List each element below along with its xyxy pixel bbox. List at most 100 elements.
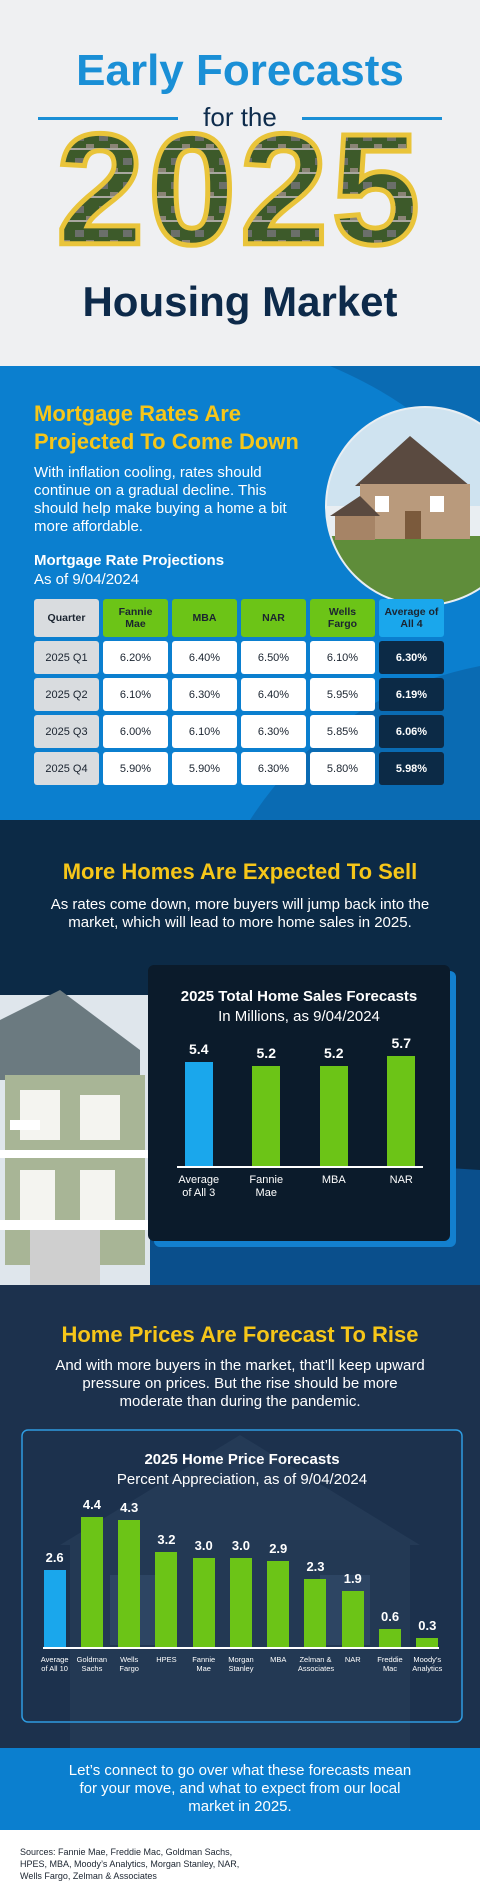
bar xyxy=(416,1638,439,1647)
table-cell: 6.10% xyxy=(172,715,237,748)
x-tick-label: NAR xyxy=(389,1174,413,1186)
bar xyxy=(319,1065,348,1166)
x-tick-label: Freddie Mac xyxy=(377,1655,403,1673)
row-header: 2025 Q2 xyxy=(34,678,99,711)
mortgage-section: Mortgage Rates Are Projected To Come Dow… xyxy=(0,366,480,820)
title-line: for the xyxy=(203,102,277,132)
bar-group: 5.2 xyxy=(233,1045,301,1166)
baseline xyxy=(42,1647,440,1649)
table-cell: 6.30% xyxy=(379,641,444,674)
rate-table: Quarter Fannie Mae MBA NAR Wells Fargo Averag… xyxy=(34,599,444,785)
category-labels: Average of All 10 Goldman Sachs Wells Farg… xyxy=(36,1649,446,1673)
bar-group: 3.2 xyxy=(148,1532,185,1647)
value-label: 3.0 xyxy=(194,1538,213,1554)
section-body: And with more buyers in the market, that… xyxy=(55,1357,425,1410)
bar-group: 0.6 xyxy=(371,1609,408,1647)
table-title: Mortgage Rate Projections xyxy=(34,552,225,569)
column-header: NAR xyxy=(241,599,306,637)
x-tick-label: Morgan Stanley xyxy=(228,1655,254,1673)
value-label: 4.4 xyxy=(82,1497,101,1512)
section-body: As rates come down, more buyers will jum… xyxy=(50,896,430,931)
section-body: With inflation cooling, rates should con… xyxy=(34,464,287,535)
bar-group: 4.4 xyxy=(73,1497,110,1647)
value-label: 5.7 xyxy=(391,1035,411,1051)
table-cell: 6.40% xyxy=(172,641,237,674)
table-cell: 6.30% xyxy=(241,715,306,748)
x-tick-label: HPES xyxy=(156,1655,177,1664)
value-label: 0.6 xyxy=(380,1609,400,1625)
bar-group: 2.9 xyxy=(260,1541,297,1647)
bar xyxy=(184,1061,213,1166)
section-title: Home Prices Are Forecast To Rise xyxy=(61,1322,419,1347)
chart-title: 2025 Total Home Sales Forecasts xyxy=(180,988,418,1005)
table-cell: 6.19% xyxy=(379,678,444,711)
year: 2025 xyxy=(56,130,424,270)
bar xyxy=(155,1552,178,1647)
bar-group: 5.2 xyxy=(300,1045,368,1166)
x-tick-label: Fannie Mae xyxy=(249,1174,284,1199)
bar-group: 3.0 xyxy=(185,1538,222,1647)
bar xyxy=(118,1519,141,1647)
rule xyxy=(302,117,442,120)
sources: Sources: Fannie Mae, Freddie Mac, Goldma… xyxy=(20,1847,240,1881)
prices-section: Home Prices Are Forecast To Rise And wit… xyxy=(0,1285,480,1748)
chart-title: 2025 Home Price Forecasts xyxy=(144,1451,340,1468)
bar-group: 4.3 xyxy=(111,1500,148,1647)
bar xyxy=(387,1056,416,1166)
x-tick-label: Moody’s Analytics xyxy=(412,1655,443,1673)
x-tick-label: NAR xyxy=(344,1655,361,1664)
table-cell: 6.10% xyxy=(310,641,375,674)
x-tick-label: Wells Fargo xyxy=(119,1655,139,1673)
table-cell: 6.20% xyxy=(103,641,168,674)
table-cell: 6.50% xyxy=(241,641,306,674)
table-cell: 6.06% xyxy=(379,715,444,748)
x-tick-label: Average of All 3 xyxy=(178,1174,220,1199)
table-cell: 5.90% xyxy=(172,752,237,785)
row-header: 2025 Q4 xyxy=(34,752,99,785)
bar-group: 0.3 xyxy=(409,1618,446,1647)
bar-group: 3.0 xyxy=(222,1538,259,1647)
baseline xyxy=(177,1166,423,1168)
bar-chart: 2.6 4.4 4.3 3.2 3.0 3.0 2.9 2.3 1.9 0.6 0.3 Average… xyxy=(36,1497,446,1673)
cta-section: Let’s connect to go over what these fore… xyxy=(0,1748,480,1830)
value-label: 1.9 xyxy=(343,1570,362,1586)
sales-section: More Homes Are Expected To Sell As rates… xyxy=(0,820,480,1285)
bar xyxy=(192,1558,215,1647)
table-cell: 5.98% xyxy=(379,752,444,785)
bar-group: 2.6 xyxy=(36,1550,73,1647)
value-label: 2.3 xyxy=(306,1559,325,1575)
background-shapes xyxy=(0,965,480,1285)
table-cell: 6.30% xyxy=(172,678,237,711)
value-label: 3.2 xyxy=(157,1532,176,1548)
bar xyxy=(267,1561,290,1647)
sources-section: Sources: Fannie Mae, Freddie Mac, Goldma… xyxy=(0,1830,480,1900)
row-header: 2025 Q1 xyxy=(34,641,99,674)
section-title: More Homes Are Expected To Sell xyxy=(62,859,418,884)
table-cell: 6.00% xyxy=(103,715,168,748)
x-tick-label: Average of All 10 xyxy=(40,1655,69,1673)
column-header: Wells Fargo xyxy=(310,599,375,637)
category-labels: Average of All 3 Fannie Mae MBA NAR xyxy=(165,1168,435,1200)
value-label: 5.2 xyxy=(256,1044,276,1061)
bar xyxy=(379,1629,402,1647)
value-label: 4.3 xyxy=(120,1499,139,1515)
value-label: 5.2 xyxy=(324,1044,344,1061)
bar xyxy=(341,1590,364,1647)
table-cell: 6.30% xyxy=(241,752,306,785)
bar-group: 5.7 xyxy=(368,1035,436,1166)
section-title: Mortgage Rates Are Projected To Come Dow… xyxy=(34,401,299,454)
bar xyxy=(80,1517,103,1647)
bar xyxy=(229,1558,252,1647)
bar-chart: 5.4 5.2 5.2 5.7 Average of All 3 Fannie Mae MB… xyxy=(165,1035,435,1200)
table-cell: 6.40% xyxy=(241,678,306,711)
x-tick-label: Goldman Sachs xyxy=(76,1655,108,1673)
year-graphic: 2025 xyxy=(54,130,424,270)
x-tick-label: Zelman & Associates xyxy=(297,1655,335,1673)
column-header: Quarter xyxy=(34,599,99,637)
chart-subtitle: Percent Appreciation, as of 9/04/2024 xyxy=(116,1471,368,1488)
x-tick-label: MBA xyxy=(321,1174,346,1186)
title-line: Early Forecasts xyxy=(76,46,404,95)
bar-group: 2.3 xyxy=(297,1559,334,1647)
plot: 5.4 5.2 5.2 5.7 xyxy=(165,1035,435,1166)
